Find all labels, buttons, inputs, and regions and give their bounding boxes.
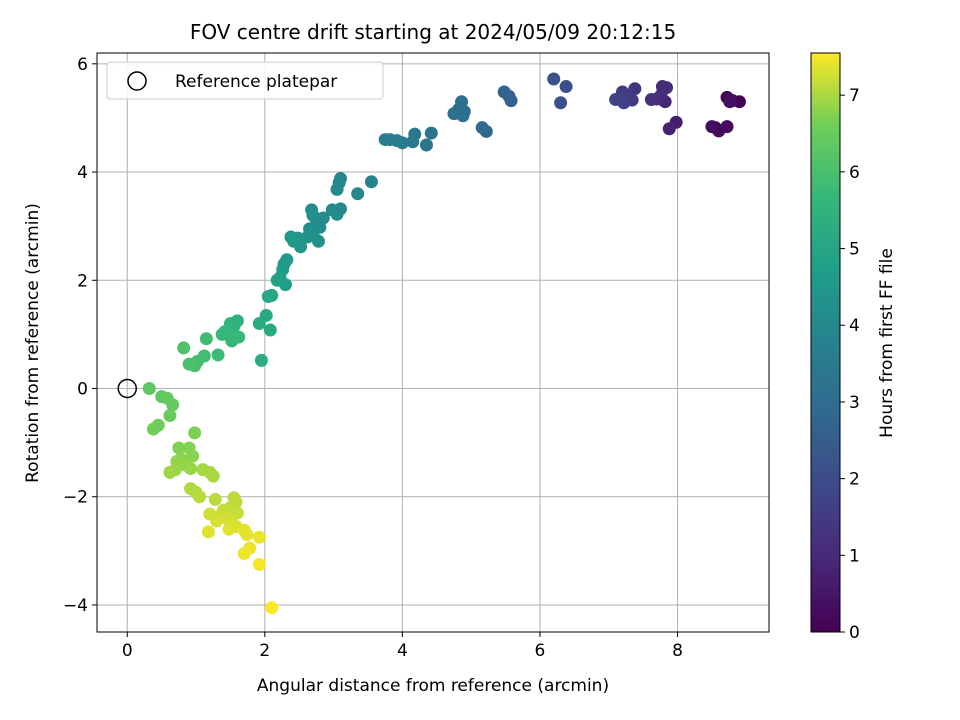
x-tick-label: 2 [259,641,270,661]
colorbar-tick-label: 6 [849,163,860,183]
data-point [163,465,177,479]
data-point [230,506,244,520]
reference-point-marker [117,378,138,399]
x-tick-label: 4 [397,641,408,661]
x-axis-label: Angular distance from reference (arcmin) [257,676,609,696]
data-point [252,557,266,571]
y-tick-label: −2 [63,488,88,508]
chart-title: FOV centre drift starting at 2024/05/09 … [190,20,676,44]
data-point [447,107,461,121]
data-point [419,138,433,152]
data-point [184,462,198,476]
data-point [554,96,568,110]
data-point [273,271,287,285]
colorbar-gradient [810,52,841,633]
data-point [424,126,438,140]
data-point [208,492,222,506]
data-point [284,230,298,244]
colorbar-label: Hours from first FF file [877,248,897,438]
data-point [254,353,268,367]
plot-frame [96,52,770,633]
data-point [199,332,213,346]
data-point [351,187,365,201]
data-point [559,80,573,94]
data-point [265,601,279,615]
data-point [163,409,177,423]
data-point [330,207,344,221]
data-point [306,208,320,222]
data-point [232,330,246,344]
plot-axes: 0 2 4 6 8 −4 −2 0 2 4 6 [63,52,770,661]
data-point [378,133,392,147]
data-point [237,547,251,561]
data-point [261,290,275,304]
data-point [720,120,734,134]
x-tick-label: 8 [672,641,683,661]
data-point [364,175,378,189]
data-point [177,341,191,355]
y-tick-label: 2 [77,271,88,291]
data-point [252,530,266,544]
colorbar-tick-label: 7 [849,86,860,106]
data-point [166,398,180,412]
data-point [186,449,200,463]
y-tick-label: 4 [77,163,88,183]
data-point [263,323,277,337]
data-point [240,528,254,542]
data-point [222,522,236,536]
data-point [142,381,156,395]
colorbar-tick-label: 3 [849,393,860,413]
data-point [628,82,642,96]
data-point [192,490,206,504]
y-tick-label: 0 [77,379,88,399]
data-point [210,514,224,528]
data-point [206,469,220,483]
colorbar: 0 1 2 3 4 5 6 7 Hours from first FF file [810,52,897,643]
data-point [644,93,658,107]
colorbar-tick-label: 2 [849,470,860,490]
data-point [330,182,344,196]
data-point [215,327,229,341]
data-point [497,85,511,99]
y-axis-label: Rotation from reference (arcmin) [23,203,43,483]
data-point [475,121,489,135]
data-point [211,348,225,362]
data-point [705,120,719,134]
data-point [311,234,325,248]
data-points [117,72,746,615]
legend: Reference platepar [106,61,384,100]
legend-box [106,61,384,100]
data-point [609,93,623,107]
data-point [146,422,160,436]
data-point [188,426,202,440]
data-point [252,317,266,331]
x-tick-label: 6 [535,641,546,661]
y-tick-label: 6 [77,55,88,75]
data-point [547,72,561,86]
data-point [662,122,676,136]
data-point [201,525,215,539]
grid-lines [97,53,769,632]
data-point [723,95,737,109]
colorbar-tick-label: 5 [849,240,860,260]
colorbar-tick-label: 1 [849,546,860,566]
x-tick-label: 0 [122,641,133,661]
legend-entry-label: Reference platepar [175,72,337,92]
colorbar-tick-label: 4 [849,316,860,336]
data-point [406,135,420,149]
y-tick-label: −4 [63,596,88,616]
colorbar-tick-label: 0 [849,623,860,643]
colorbar-ticks: 0 1 2 3 4 5 6 7 [840,86,860,643]
data-point [182,357,196,371]
legend-marker-icon [127,71,147,91]
data-point [300,230,314,244]
data-point [172,441,186,455]
